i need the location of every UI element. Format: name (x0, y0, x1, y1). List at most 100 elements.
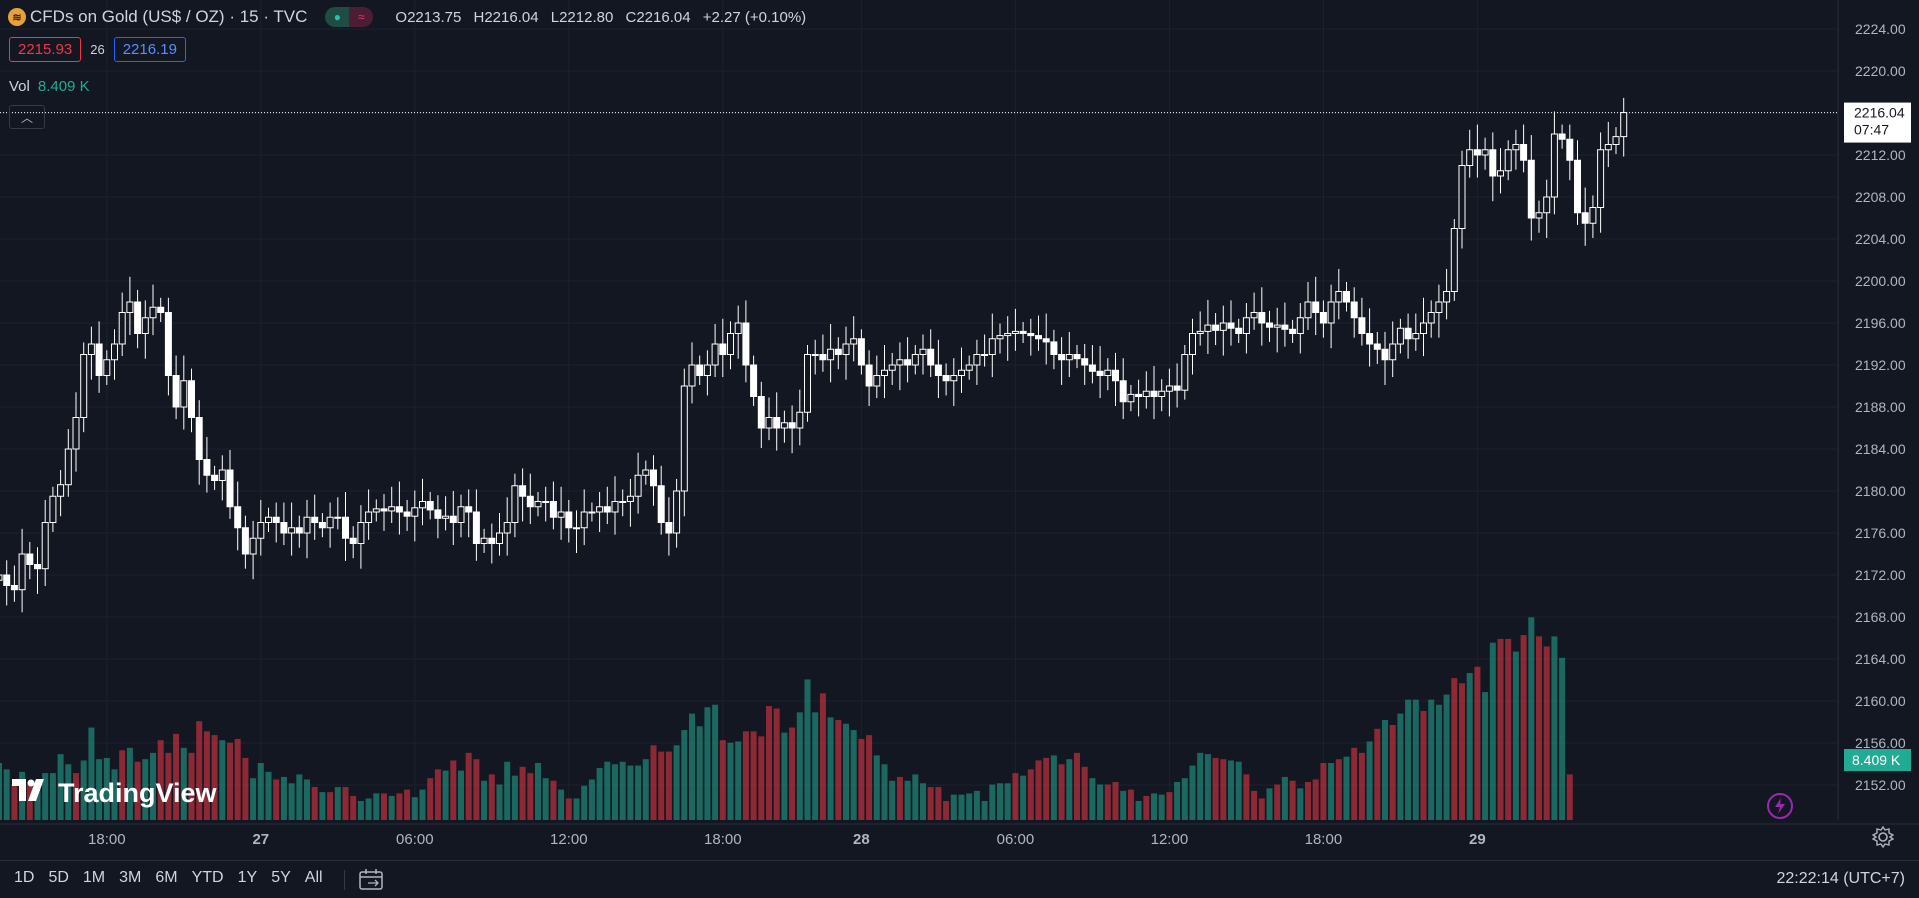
volume-bar (365, 798, 372, 820)
candle-body (788, 422, 796, 429)
candle-body (1489, 149, 1497, 177)
volume-bar (1035, 760, 1042, 820)
price-tick-label: 2200.00 (1855, 273, 1906, 289)
candle-body (603, 506, 611, 513)
calendar-icon[interactable] (358, 869, 386, 896)
price-tick-label: 2152.00 (1855, 777, 1906, 793)
bid-button[interactable]: 2215.93 (9, 37, 82, 62)
time-tick-label: 12:00 (1151, 831, 1189, 848)
volume-bar (173, 733, 180, 820)
candle-body (796, 411, 804, 429)
candle-body (87, 343, 95, 355)
candle-body (1566, 138, 1574, 161)
range-button-1m[interactable]: 1M (82, 869, 106, 886)
range-button-6m[interactable]: 6M (155, 869, 178, 886)
candle-body (472, 511, 480, 544)
candle-body (634, 474, 642, 497)
candle-body (164, 312, 172, 376)
symbol-title[interactable]: CFDs on Gold (US$ / OZ) · 15 · TVC (30, 7, 308, 26)
range-button-5d[interactable]: 5D (48, 869, 69, 886)
volume-bar (196, 721, 203, 820)
market-status-toggle[interactable]: ● ≈ (325, 7, 374, 27)
candle-body (811, 354, 819, 356)
candle-body (180, 380, 188, 408)
volume-bar (804, 679, 811, 820)
range-button-1y[interactable]: 1Y (237, 869, 258, 886)
candle-body (41, 522, 49, 570)
candle-body (1581, 212, 1589, 224)
volume-bar (450, 760, 457, 820)
volume-bar (1412, 699, 1419, 820)
volume-bar (3, 769, 10, 820)
volume-bar (1012, 773, 1019, 820)
volume-bar (65, 764, 72, 820)
candle-body (1073, 354, 1081, 360)
range-button-3m[interactable]: 3M (119, 869, 142, 886)
volume-bar (458, 770, 464, 820)
volume-bar (1212, 757, 1219, 820)
volume-bar (1459, 683, 1465, 820)
volume-bar (1089, 778, 1096, 820)
volume-bar (1512, 651, 1519, 820)
low-value: 2212.80 (559, 8, 614, 26)
settings-gear-icon[interactable] (1871, 825, 1895, 853)
volume-bar (150, 752, 156, 820)
candle-body (588, 511, 596, 514)
volume-bar (1081, 766, 1088, 820)
volume-bar (442, 770, 449, 820)
volume-bar (126, 747, 133, 820)
candle-body (1481, 149, 1489, 156)
candle-body (442, 515, 450, 519)
volume-bar (981, 801, 988, 820)
time-tick-label: 18:00 (704, 831, 742, 848)
candle-body (234, 506, 242, 529)
candle-body (342, 516, 349, 539)
volume-bar (1474, 666, 1481, 820)
volume-bar (26, 784, 33, 820)
volume-bar (1058, 764, 1065, 820)
candle-body (1035, 335, 1042, 340)
candle-body (1420, 322, 1427, 334)
ask-button[interactable]: 2216.19 (113, 37, 186, 62)
candle-body (519, 485, 527, 497)
volume-value: 8.409 K (37, 78, 90, 95)
volume-bar (704, 707, 711, 820)
volume-bar (373, 793, 380, 820)
candle-body (703, 364, 711, 376)
time-tick-label: 06:00 (396, 831, 434, 848)
lightning-icon[interactable] (1766, 792, 1794, 825)
candle-body (1443, 291, 1451, 303)
price-tick-label: 2192.00 (1855, 357, 1906, 373)
candle-body (1427, 312, 1435, 324)
volume-bar (34, 780, 41, 820)
collapse-legend-button[interactable]: ︿ (9, 105, 45, 129)
candle-body (965, 364, 973, 371)
time-tick-label: 12:00 (550, 831, 588, 848)
candle-body (896, 359, 904, 366)
timezone-clock[interactable]: 22:22:14 (UTC+7) (1776, 870, 1905, 887)
volume-bar (388, 795, 395, 820)
volume-bar (1181, 778, 1188, 820)
volume-bar (1312, 779, 1319, 820)
volume-bar (1151, 793, 1157, 820)
candle-body (534, 501, 542, 508)
candle-body (280, 522, 288, 534)
candle-body (626, 495, 634, 502)
candle-body (480, 537, 488, 544)
range-button-5y[interactable]: 5Y (271, 869, 291, 886)
volume-bar (1466, 673, 1473, 820)
range-button-all[interactable]: All (304, 869, 323, 886)
volume-bar (997, 783, 1003, 820)
volume-bar (304, 779, 310, 820)
volume-bar (211, 735, 218, 820)
candle-body (1335, 291, 1343, 303)
range-button-1d[interactable]: 1D (14, 869, 35, 886)
range-button-ytd[interactable]: YTD (191, 869, 224, 886)
candle-body (434, 509, 442, 519)
candle-body (111, 343, 118, 361)
candle-body (1088, 364, 1096, 372)
tradingview-logo[interactable]: TradingView (12, 778, 217, 809)
candle-body (303, 516, 311, 534)
date-range-buttons: 1D 5D 1M 3M 6M YTD 1Y 5Y All (14, 869, 337, 887)
